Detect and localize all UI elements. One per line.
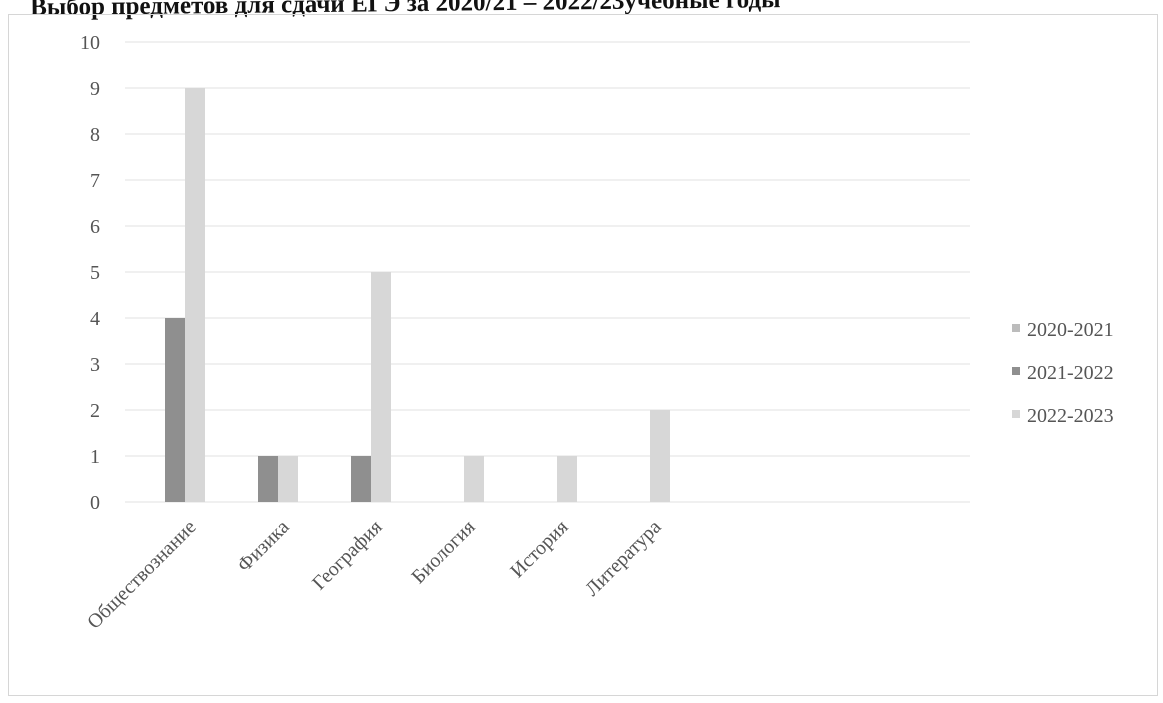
- chart-frame: [8, 14, 1158, 696]
- bar: [464, 456, 484, 502]
- bar: [371, 272, 391, 502]
- x-tick-label: История: [506, 516, 572, 582]
- legend-swatch: [1012, 324, 1020, 332]
- y-tick-label: 6: [90, 216, 100, 238]
- bar: [165, 318, 185, 502]
- legend-swatch: [1012, 410, 1020, 418]
- bar: [351, 456, 371, 502]
- legend-label: 2021-2022: [1027, 362, 1114, 384]
- y-tick-label: 1: [90, 446, 100, 468]
- x-tick-label: Литература: [581, 516, 666, 601]
- bar: [185, 88, 205, 502]
- y-tick-label: 8: [90, 124, 100, 146]
- x-tick-label: Обществознание: [83, 516, 201, 634]
- legend-swatch: [1012, 367, 1020, 375]
- y-tick-label: 5: [90, 262, 100, 284]
- bar: [278, 456, 298, 502]
- y-tick-label: 0: [90, 492, 100, 514]
- gridlines: [125, 41, 970, 503]
- y-tick-label: 2: [90, 400, 100, 422]
- legend-label: 2020-2021: [1027, 319, 1114, 341]
- y-tick-label: 7: [90, 170, 100, 192]
- y-tick-label: 4: [90, 308, 100, 330]
- x-axis: Обществознание Физика География Биология Ист…: [83, 516, 666, 634]
- legend-label: 2022-2023: [1027, 405, 1114, 427]
- y-tick-label: 9: [90, 78, 100, 100]
- bar: [258, 456, 278, 502]
- x-tick-label: Биология: [407, 516, 479, 588]
- x-tick-label: Физика: [233, 516, 293, 576]
- legend: 2020-2021 2021-2022 2022-2023: [1012, 319, 1114, 427]
- y-axis: 0 1 2 3 4 5 6 7 8 9 10: [80, 32, 100, 514]
- x-tick-label: География: [308, 516, 386, 594]
- y-tick-label: 3: [90, 354, 100, 376]
- bars: [165, 88, 670, 502]
- bar: [557, 456, 577, 502]
- bar: [650, 410, 670, 502]
- y-tick-label: 10: [80, 32, 100, 54]
